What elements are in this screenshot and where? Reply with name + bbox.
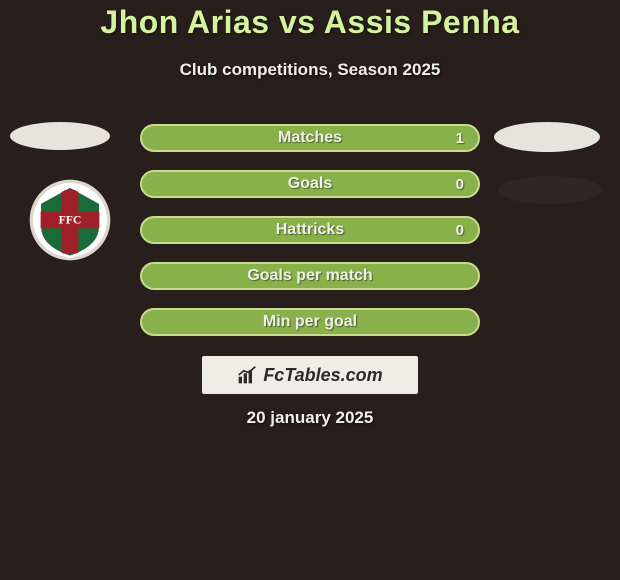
stat-bar-label: Min per goal (142, 310, 478, 334)
player-right-avatar-placeholder (494, 122, 600, 152)
stat-bar-label: Goals (142, 172, 478, 196)
comparison-card: Jhon Arias vs Assis Penha Club competiti… (0, 0, 620, 580)
stat-bar-label: Hattricks (142, 218, 478, 242)
fluminense-crest-icon: FFC (28, 178, 112, 262)
stat-bar: Goals0 (140, 170, 480, 198)
bar-chart-icon (237, 365, 257, 385)
club-crest-left: FFC (28, 178, 112, 262)
stat-bar-value: 1 (456, 126, 464, 150)
stat-bar: Hattricks0 (140, 216, 480, 244)
stat-bar: Matches1 (140, 124, 480, 152)
club-crest-right-placeholder (498, 176, 602, 204)
brand-attribution: FcTables.com (200, 354, 420, 396)
stat-bars: Matches1Goals0Hattricks0Goals per matchM… (140, 124, 480, 354)
player-left-avatar-placeholder (10, 122, 110, 150)
stat-bar: Goals per match (140, 262, 480, 290)
svg-text:FFC: FFC (59, 213, 82, 226)
page-title: Jhon Arias vs Assis Penha (0, 4, 620, 41)
stat-bar-label: Matches (142, 126, 478, 150)
footer-date: 20 january 2025 (0, 408, 620, 428)
stat-bar-label: Goals per match (142, 264, 478, 288)
page-subtitle: Club competitions, Season 2025 (0, 60, 620, 80)
brand-name: FcTables.com (263, 365, 382, 386)
stat-bar: Min per goal (140, 308, 480, 336)
stat-bar-value: 0 (456, 218, 464, 242)
stat-bar-value: 0 (456, 172, 464, 196)
